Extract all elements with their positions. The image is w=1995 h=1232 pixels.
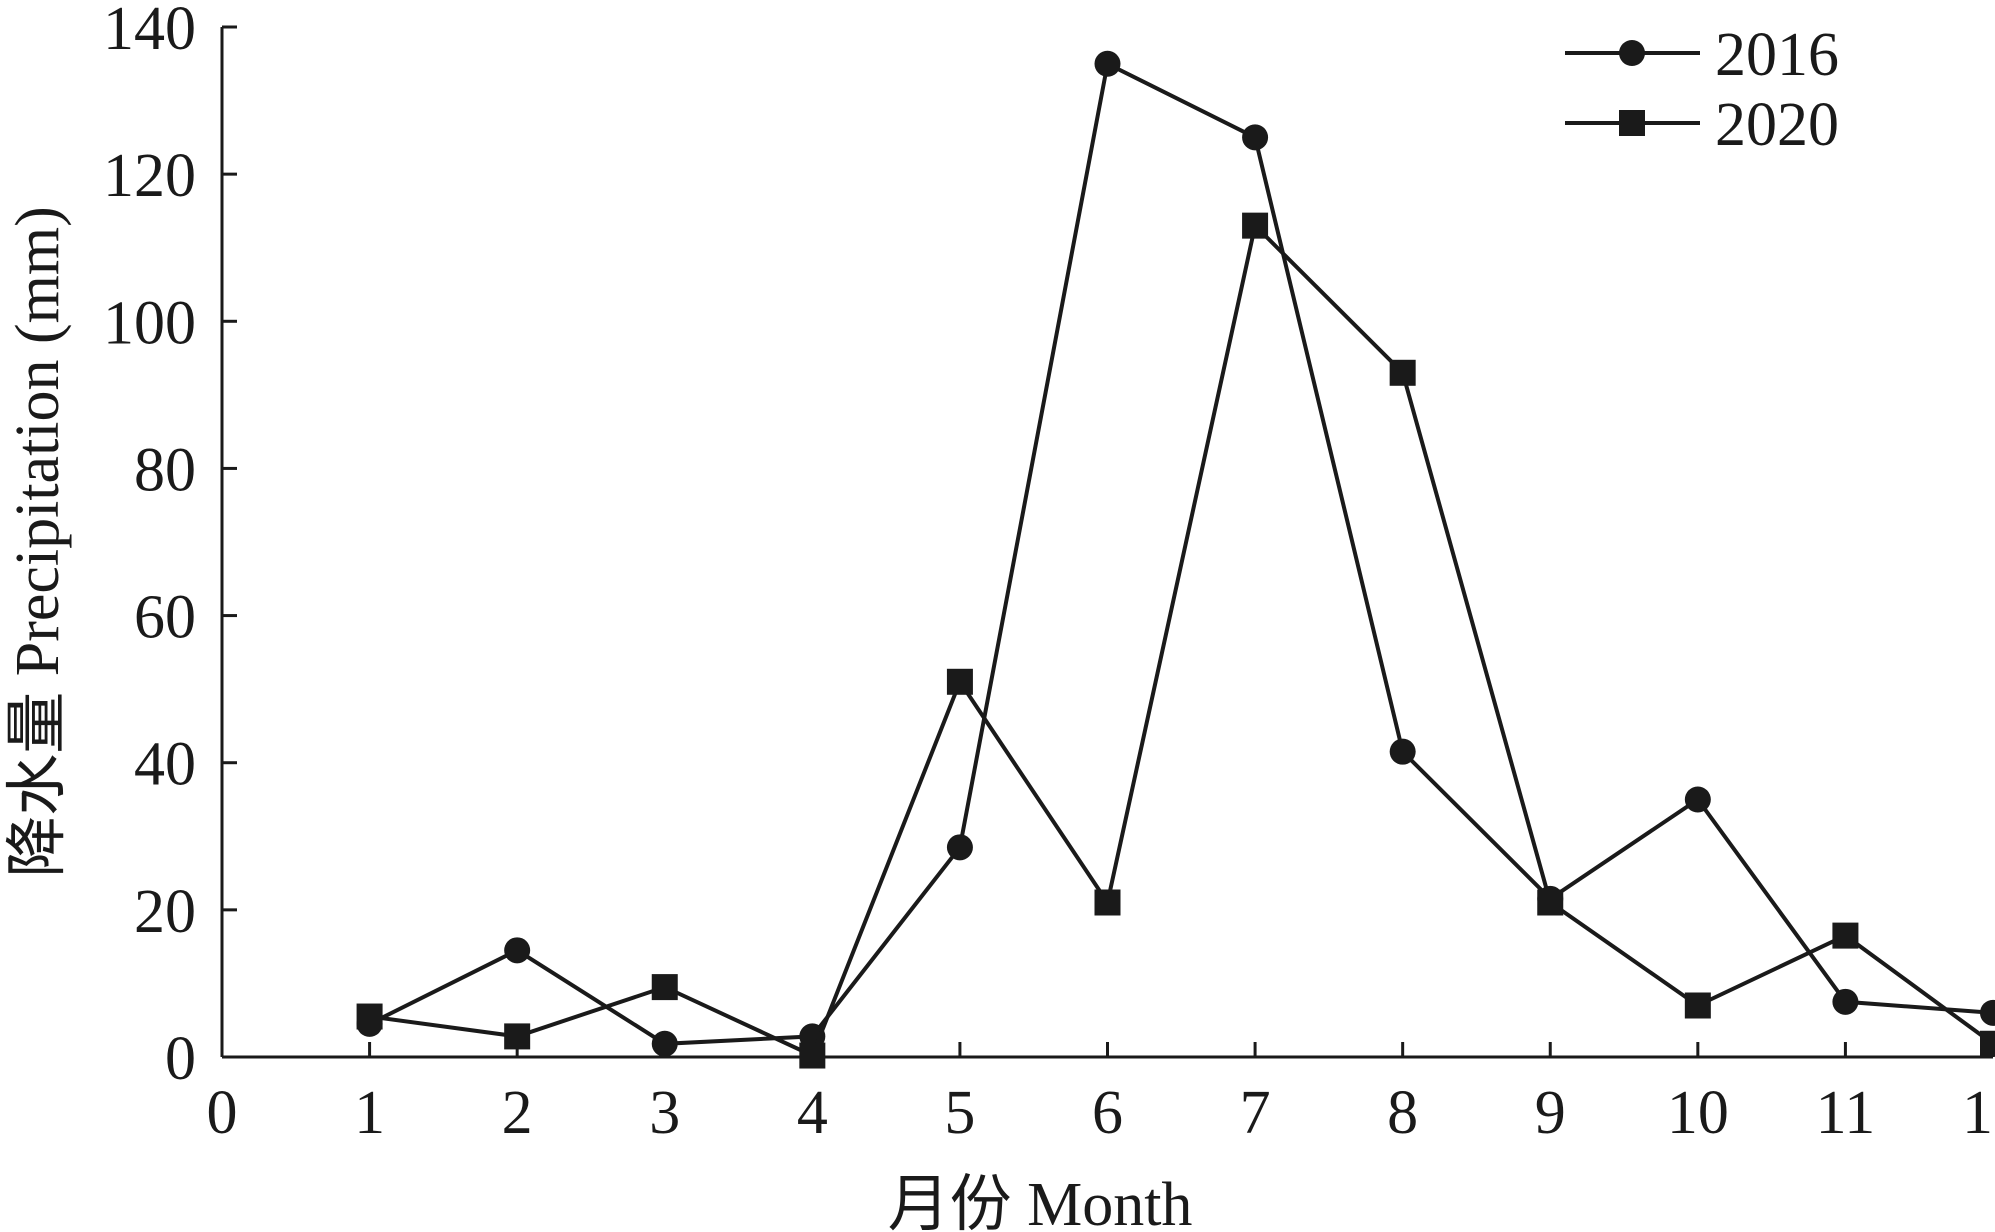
x-tick-label: 5 — [944, 1079, 975, 1147]
y-tick-label: 20 — [134, 878, 196, 946]
data-point-2016 — [1389, 738, 1416, 765]
x-tick-label: 1 — [354, 1079, 385, 1147]
y-tick-label: 80 — [134, 436, 196, 504]
series-2016 — [356, 50, 1995, 1057]
x-tick-label: 12 — [1962, 1079, 1995, 1147]
data-point-2020 — [799, 1042, 826, 1069]
x-tick-label: 4 — [797, 1079, 828, 1147]
x-axis-title: 月份 Month — [888, 1171, 1193, 1232]
series-layer — [356, 50, 1995, 1069]
ticks: 0123456789101112020406080100120140 — [103, 0, 1995, 1147]
data-point-2016 — [1242, 124, 1269, 151]
data-point-2016 — [651, 1030, 678, 1057]
data-point-2016 — [504, 937, 531, 964]
data-point-2020 — [1242, 212, 1269, 239]
data-point-2020 — [356, 1003, 383, 1030]
data-point-2016 — [1094, 50, 1121, 77]
x-tick-label: 6 — [1092, 1079, 1123, 1147]
data-point-2020 — [1389, 359, 1416, 386]
data-point-2016 — [946, 834, 973, 861]
y-axis-title: 降水量 Precipitation (mm) — [4, 206, 72, 878]
data-point-2016 — [1980, 999, 1995, 1026]
x-tick-label: 3 — [649, 1079, 680, 1147]
data-point-2016 — [1684, 786, 1711, 813]
data-point-2020 — [1537, 889, 1564, 916]
data-point-2020 — [946, 668, 973, 695]
legend-entry-2016: 2016 — [1565, 21, 1839, 89]
data-point-2020 — [504, 1023, 531, 1050]
data-point-2020 — [651, 974, 678, 1001]
x-tick-label: 8 — [1387, 1079, 1418, 1147]
legend-marker — [1619, 40, 1645, 66]
x-tick-label: 7 — [1240, 1079, 1271, 1147]
data-point-2020 — [1980, 1030, 1995, 1057]
data-point-2020 — [1094, 889, 1121, 916]
series-line-2020 — [369, 221, 1995, 1059]
legend-label: 2020 — [1715, 91, 1839, 159]
x-tick-label: 10 — [1667, 1079, 1729, 1147]
y-tick-label: 100 — [103, 289, 196, 357]
series-line-2016 — [368, 60, 1994, 1046]
y-tick-label: 40 — [134, 731, 196, 799]
y-tick-label: 120 — [103, 142, 196, 210]
data-point-2020 — [1832, 922, 1859, 949]
legend-entry-2020: 2020 — [1565, 91, 1839, 159]
x-tick-label: 0 — [207, 1079, 238, 1147]
data-point-2016 — [1832, 988, 1859, 1015]
series-2020 — [356, 212, 1995, 1069]
y-tick-label: 0 — [165, 1025, 196, 1093]
x-tick-label: 11 — [1816, 1079, 1876, 1147]
legend-label: 2016 — [1715, 21, 1839, 89]
x-tick-label: 2 — [502, 1079, 533, 1147]
legend-marker — [1619, 110, 1645, 136]
data-point-2020 — [1684, 992, 1711, 1019]
x-tick-label: 9 — [1535, 1079, 1566, 1147]
y-tick-label: 60 — [134, 584, 196, 652]
y-tick-label: 140 — [103, 0, 196, 63]
